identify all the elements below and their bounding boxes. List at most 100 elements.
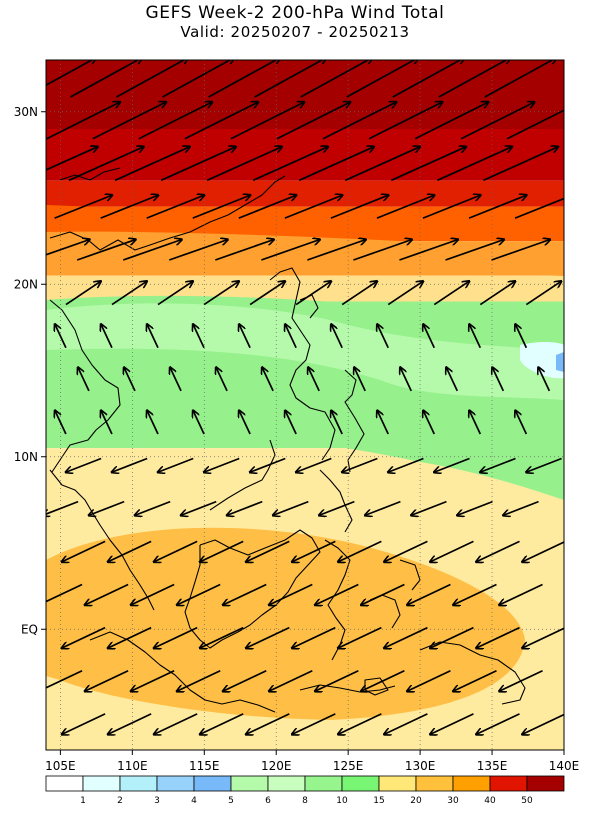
colorbar-label-10: 30 [447,796,459,806]
wind-vector-9 [438,60,511,98]
wind-vector-167 [154,713,198,735]
fill-band-redorange [46,205,564,238]
wind-vector-47 [168,240,228,261]
wind-vector-133 [85,583,129,605]
colorbar-label-1: 2 [117,796,123,806]
wind-vector-20 [460,102,534,140]
wind-vector-50 [307,240,366,261]
wind-vector-143 [62,626,106,649]
wind-vector-150 [384,626,428,649]
coastline-segment-1 [49,299,121,473]
wind-vector-141 [453,583,497,605]
wind-vector-10 [484,60,557,98]
wind-vector-142 [499,583,543,605]
colorbar-label-0: 1 [80,796,86,806]
wind-vector-54 [491,240,551,261]
wind-vector-7 [346,60,419,98]
wind-vector-104 [296,457,332,472]
wind-vector-32 [483,147,558,182]
wind-vector-103 [250,457,286,472]
wind-vector-58 [203,281,239,306]
wind-vector-83 [354,367,366,392]
wind-vector-122 [108,540,152,562]
wind-vector-21 [506,109,564,140]
wind-vector-43 [514,197,564,219]
wind-vector-81 [262,367,274,392]
wind-vector-17 [322,102,396,140]
wind-vector-173 [430,713,474,735]
wind-vector-85 [446,367,459,392]
wind-vector-11 [46,102,120,140]
wind-vector-15 [230,102,304,140]
wind-vector-93 [285,410,297,435]
wind-vector-135 [177,583,221,605]
colorbar-label-5: 6 [265,796,271,806]
wind-vectors [46,60,564,735]
wind-vector-79 [170,367,182,392]
lat-tick-label-3: EQ [21,622,38,636]
colorbar-swatch-8 [341,775,380,792]
wind-vector-95 [377,410,389,435]
chart-title: GEFS Week-2 200-hPa Wind Total [145,3,445,23]
wind-vector-124 [200,540,244,562]
wind-vector-64 [479,281,515,306]
wind-vector-101 [158,457,194,472]
lat-tick-label-1: 20N [14,277,38,291]
wind-vector-60 [295,281,331,306]
wind-vector-52 [399,240,458,261]
wind-vector-112 [135,500,171,516]
lat-tick-label-0: 30N [14,105,38,119]
wind-vector-39 [330,195,389,219]
colorbar-label-6: 8 [302,796,308,806]
colorbar-swatch-10 [415,775,454,792]
map-frame [45,59,565,751]
coastline-segment-12 [419,641,526,705]
colorbar-swatch-13 [526,775,565,792]
wind-vector-19 [414,102,488,140]
wind-vector-67 [101,324,113,349]
wind-vector-90 [147,410,159,435]
colorbar-swatch-11 [452,775,491,792]
wind-vector-1 [70,60,143,98]
wind-vector-92 [239,410,251,435]
wind-vector-80 [216,367,228,392]
wind-vector-146 [200,626,244,649]
wind-vector-84 [400,367,412,392]
wind-vector-154 [46,669,83,692]
wind-vector-113 [181,500,217,516]
colorbar-swatch-6 [267,775,306,792]
wind-vector-145 [154,626,198,649]
wind-vector-129 [430,540,474,562]
wind-vector-164 [499,669,543,692]
wind-vector-56 [111,281,147,306]
wind-vector-116 [319,500,355,516]
wind-vector-4 [208,60,281,98]
wind-vector-118 [411,500,447,516]
coastline-segment-7 [199,529,321,633]
wind-vector-3 [162,60,235,98]
wind-vector-48 [215,240,274,261]
wind-vector-76 [515,324,528,349]
wind-vector-2 [116,60,189,98]
coastline-segment-9 [324,539,351,661]
wind-vector-110 [46,500,79,516]
wind-vector-34 [100,195,159,219]
wind-vector-27 [252,147,328,182]
lon-tick-label-6: 135E [477,759,508,773]
wind-vector-14 [184,102,258,140]
wind-vector-114 [227,500,263,516]
wind-vector-105 [342,457,378,472]
wind-vector-171 [338,713,382,735]
wind-vector-107 [434,457,470,472]
wind-vector-155 [85,669,129,692]
wind-vector-35 [146,195,205,219]
wind-vector-59 [249,281,285,306]
wind-vector-159 [269,669,313,692]
wind-vector-63 [433,281,469,306]
wind-vector-160 [315,669,359,692]
wind-vector-100 [112,457,148,472]
wind-vector-29 [344,147,420,182]
wind-vector-89 [101,410,113,435]
wind-vector-57 [157,281,193,306]
colorbar-swatch-0 [45,775,84,792]
